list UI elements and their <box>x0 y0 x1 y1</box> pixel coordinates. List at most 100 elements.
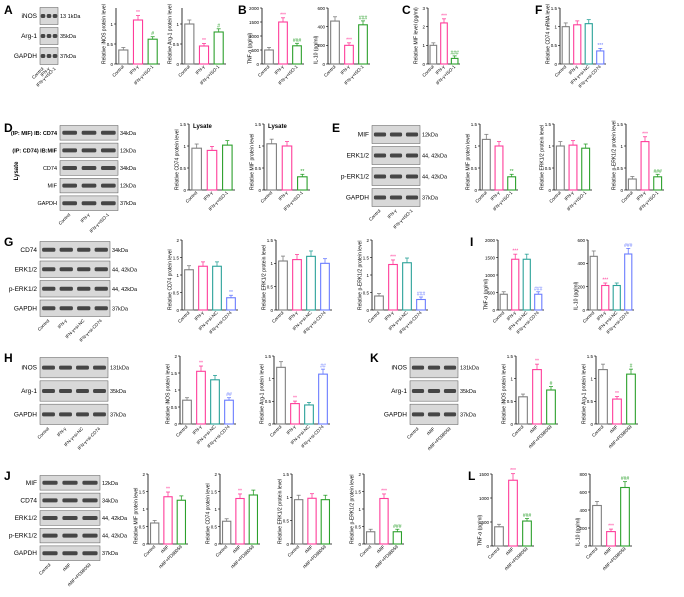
bar <box>508 479 518 547</box>
y-tick-label: 1 <box>590 376 593 381</box>
blot-band <box>82 498 98 503</box>
y-axis-label: Relative iNOS protein level <box>166 364 172 424</box>
panel-D-western-blot: (IP: MIF) IB: CD74 34kDa (IP: CD74) IB:MIF… <box>11 125 137 234</box>
blot-band <box>389 174 403 179</box>
significance-mark: ** <box>293 396 297 402</box>
bar <box>612 284 621 311</box>
y-tick-label: 0.5 <box>255 166 262 171</box>
panel-letter-G: G <box>4 235 13 249</box>
bar <box>344 44 354 65</box>
bar <box>626 373 636 425</box>
x-tick-label: IFN-γ <box>563 190 575 202</box>
significance-mark: # <box>217 23 220 29</box>
kda-label: 34kDa <box>102 498 119 504</box>
x-tick-label: rMIF <box>529 424 539 434</box>
y-tick-label: 0 <box>366 308 369 313</box>
y-tick-label: 1 <box>474 144 477 149</box>
y-tick-label: 1500 <box>479 472 490 477</box>
bar <box>163 496 173 545</box>
x-tick-label: IFN-γ <box>194 64 206 76</box>
significance-mark: ### <box>293 38 302 44</box>
blot-band <box>427 389 441 393</box>
panel-letter-L: L <box>468 469 475 483</box>
significance-mark: # <box>550 381 553 387</box>
x-tick-label: IFN-γ <box>273 64 285 76</box>
blot-strip <box>39 299 111 317</box>
y-tick-label: 0 <box>584 544 587 549</box>
blot-band <box>82 480 98 485</box>
blot-band <box>100 201 116 206</box>
significance-mark: *** <box>602 278 608 284</box>
blot-band <box>427 365 441 370</box>
y-axis-label: Relative CD74 protein level <box>168 249 174 310</box>
significance-mark: *** <box>597 43 603 49</box>
kda-label: 35kDa <box>460 389 477 395</box>
bar <box>330 20 340 65</box>
y-axis-label: TNF-α (pg/ml) <box>478 514 484 546</box>
bar <box>307 497 317 545</box>
blot-band <box>81 148 97 153</box>
bar <box>290 403 300 425</box>
bar <box>518 396 528 425</box>
y-tick-label: 1 <box>183 144 186 149</box>
blot-band <box>62 183 78 188</box>
y-axis-label: IL-10 (pg/ml) <box>314 35 320 64</box>
y-tick-label: 800 <box>579 472 587 477</box>
bar <box>555 145 565 191</box>
significance-mark: ** <box>229 290 233 296</box>
bar <box>212 265 222 311</box>
y-axis-label: Relative ERK1/2 protein level <box>540 125 546 190</box>
blot-band <box>59 365 72 370</box>
bar <box>584 23 593 65</box>
bar <box>440 22 448 65</box>
panel-letter-D: D <box>4 121 13 135</box>
y-tick-label: 400 <box>317 24 325 29</box>
blot-row-label: GAPDH <box>37 201 57 207</box>
bar <box>568 144 578 191</box>
blot-band <box>62 201 78 206</box>
y-axis-label: IL-10 (pg/ml) <box>574 281 580 310</box>
blot-row-label: p-ERK1/2 <box>341 174 370 181</box>
bar <box>653 176 663 191</box>
x-tick-label: IFN-γ <box>383 310 395 322</box>
kda-label: 35kDa <box>110 389 127 395</box>
y-tick-label: 1.5 <box>265 354 272 359</box>
y-tick-label: 1.5 <box>171 371 178 376</box>
bar <box>278 21 288 65</box>
y-axis-label: Relative CD74 mRNA level <box>546 4 552 64</box>
bar <box>596 50 605 65</box>
y-tick-label: 200 <box>317 43 325 48</box>
y-tick-label: 0.5 <box>587 399 594 404</box>
blot-row-label: MIF <box>358 132 369 139</box>
blot-band <box>81 130 97 135</box>
y-tick-label: 1500 <box>485 255 496 260</box>
x-tick-label: IFN-γ <box>287 310 299 322</box>
panel-letter-H: H <box>4 351 13 365</box>
significance-mark: ## <box>320 364 326 370</box>
y-tick-label: 0.5 <box>617 166 624 171</box>
y-tick-label: 1.5 <box>507 354 514 359</box>
y-tick-label: 2 <box>214 472 217 477</box>
y-tick-label: 0 <box>548 188 551 193</box>
y-tick-label: 0.5 <box>180 166 187 171</box>
blot-band <box>76 412 89 417</box>
bar <box>592 504 602 547</box>
y-tick-label: 0 <box>268 422 271 427</box>
x-tick-label: rMIF <box>160 544 170 554</box>
blot-band <box>411 412 425 417</box>
y-tick-label: 1.5 <box>363 255 370 260</box>
blot-row-label: (IP: CD74) IB:MIF <box>12 148 57 154</box>
y-tick-label: 2 <box>142 472 145 477</box>
bar <box>191 147 202 191</box>
y-tick-label: 0 <box>492 308 495 313</box>
blot-band <box>52 54 58 58</box>
blot-row-label: Arg-1 <box>391 388 407 395</box>
significance-mark: *** <box>346 37 352 43</box>
bar <box>182 399 192 425</box>
y-tick-label: 0 <box>258 188 261 193</box>
